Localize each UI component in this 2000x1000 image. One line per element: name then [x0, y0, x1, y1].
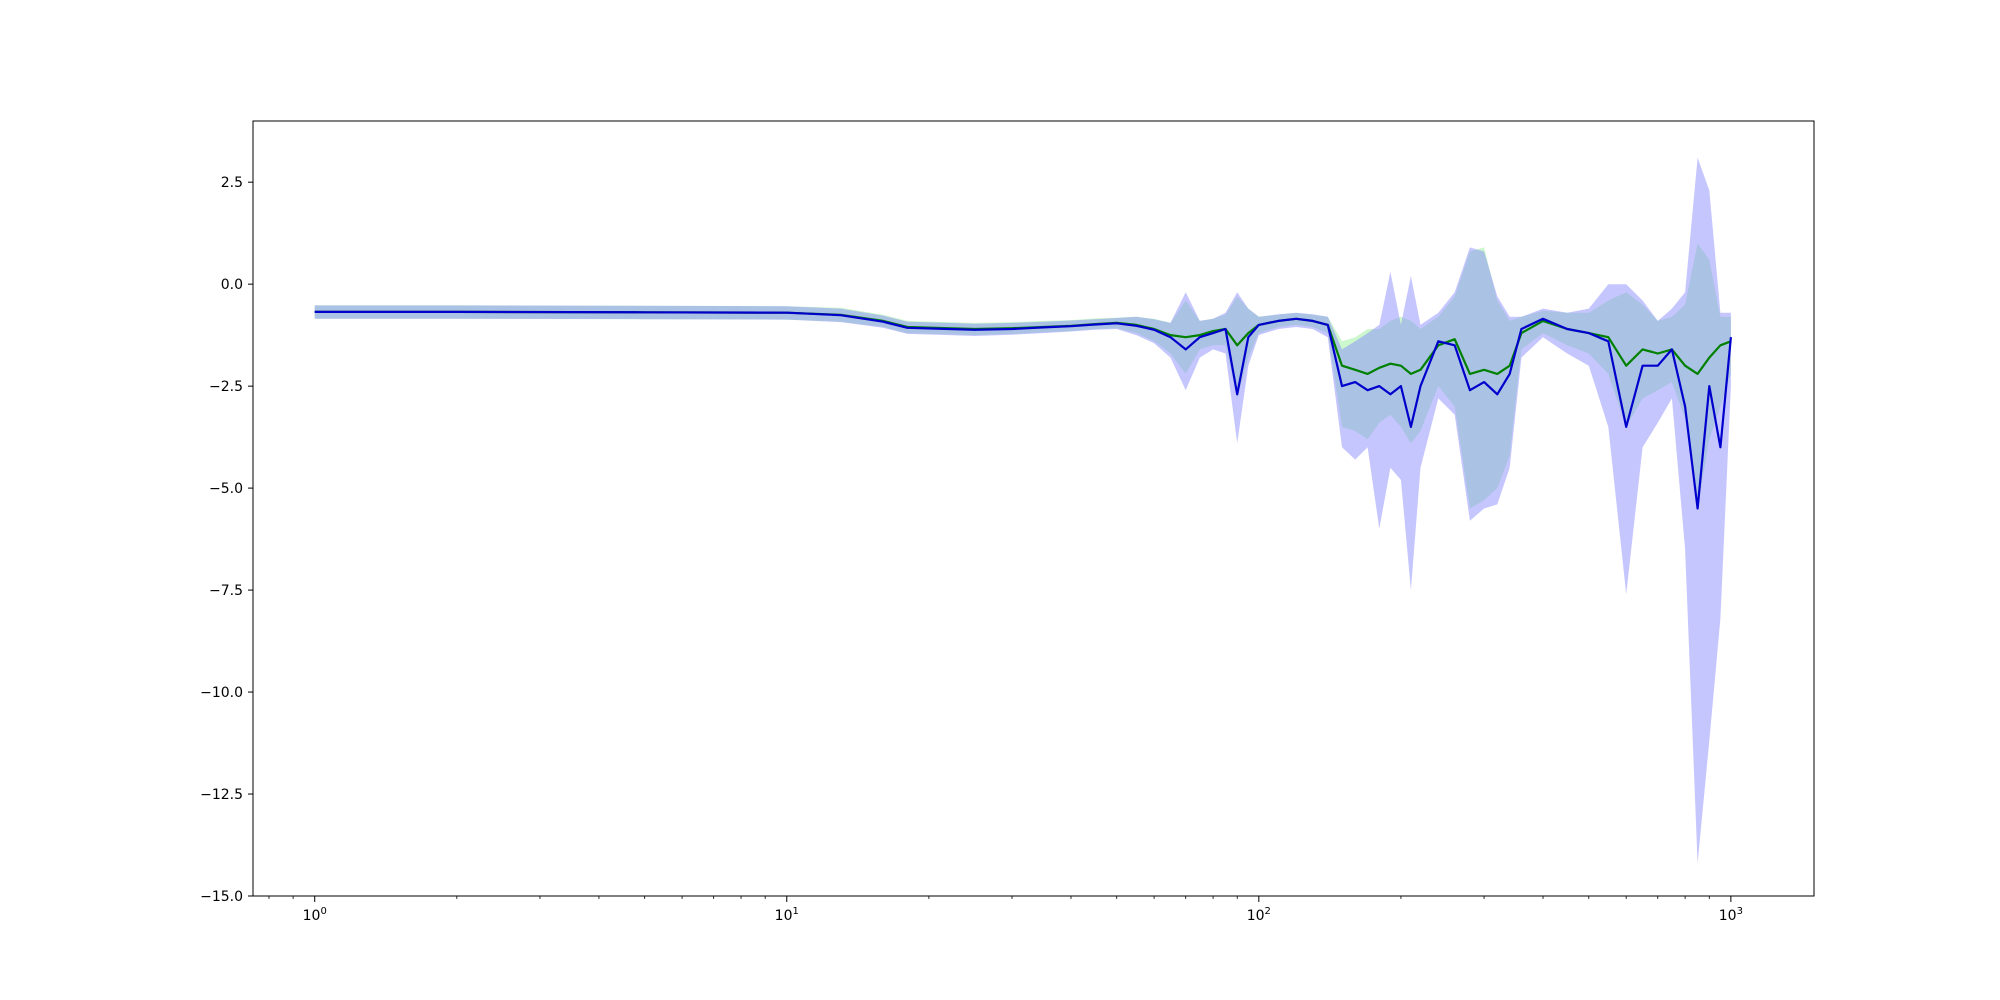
- series-2-band: [314, 157, 1731, 864]
- series-lines: [314, 310, 1732, 510]
- y-tick-label: −12.5: [200, 787, 243, 803]
- x-tick-label: 100: [303, 906, 327, 924]
- axes-frame: [252, 120, 1815, 897]
- x-tick-label: 103: [1719, 906, 1743, 924]
- plot-area: [314, 157, 1732, 864]
- x-tick-label: 101: [775, 906, 799, 924]
- confidence-bands: [314, 157, 1731, 864]
- y-tick-label: −5.0: [209, 481, 243, 497]
- y-tick-label: 2.5: [221, 175, 243, 191]
- y-tick-label: −7.5: [209, 583, 243, 599]
- y-tick-label: −2.5: [209, 379, 243, 395]
- x-tick-label: 102: [1247, 906, 1271, 924]
- y-tick-label: −10.0: [200, 685, 243, 701]
- y-tick-label: −15.0: [200, 889, 243, 905]
- series-1-band: [314, 243, 1731, 509]
- y-axis: 2.5 0.0 −2.5 −5.0 −7.5 −10.0 −12.5 −15.0: [200, 175, 253, 905]
- series-2-line: [314, 310, 1732, 510]
- x-axis: 100 101 102 103: [268, 896, 1743, 924]
- y-tick-label: 0.0: [221, 277, 243, 293]
